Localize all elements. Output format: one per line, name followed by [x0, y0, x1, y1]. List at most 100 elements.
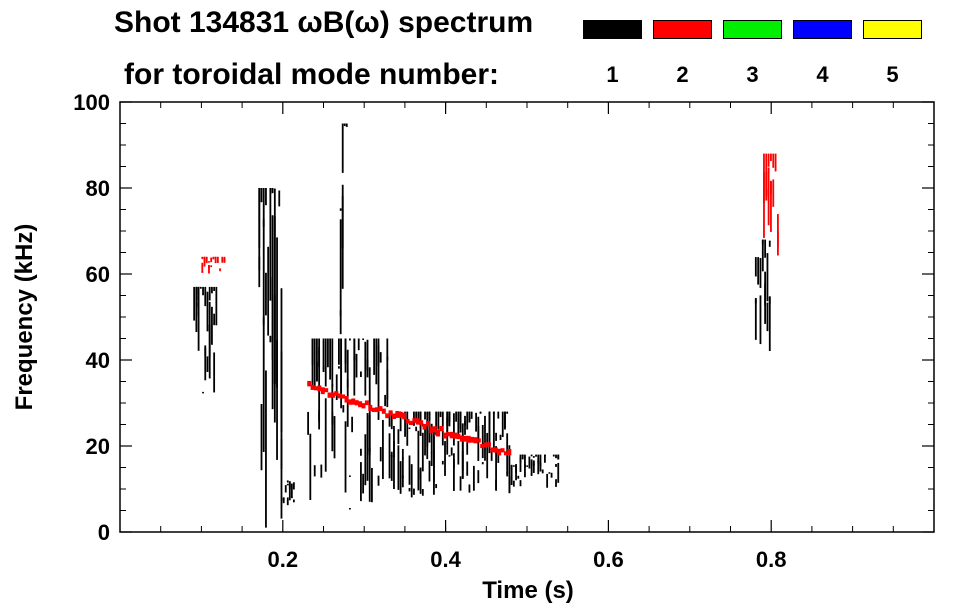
spectral-cell: [548, 472, 551, 474]
spectral-cell: [368, 414, 371, 502]
spectral-cell: [544, 454, 546, 463]
spectral-cell: [421, 432, 424, 472]
spectral-cell: [555, 479, 557, 487]
spectral-cell: [446, 432, 451, 437]
spectral-cell: [322, 367, 325, 369]
spectral-cell: [269, 188, 272, 301]
spectral-cell: [390, 411, 393, 430]
spectral-cell: [415, 418, 420, 425]
spectral-cell: [426, 429, 429, 460]
spectral-cell: [442, 432, 447, 439]
spectral-cell: [339, 208, 342, 211]
spectral-cell: [339, 219, 342, 335]
spectral-cell: [371, 467, 373, 503]
spectral-cell: [337, 393, 342, 399]
spectral-cell: [292, 499, 295, 503]
spectral-cell: [366, 413, 369, 481]
spectral-cell: [764, 283, 767, 306]
spectral-cell: [357, 338, 360, 351]
spectral-cell: [260, 188, 263, 203]
spectral-cell: [351, 416, 354, 433]
spectral-cell: [530, 473, 533, 476]
spectral-cell: [384, 394, 387, 407]
spectral-cell: [519, 457, 522, 472]
spectral-cell: [449, 431, 454, 439]
spectral-cell: [426, 412, 429, 447]
spectral-cell: [419, 467, 422, 494]
spectral-cell: [432, 426, 437, 433]
spectral-cell: [331, 411, 334, 452]
spectral-cell: [448, 455, 451, 457]
spectral-cell: [342, 405, 345, 413]
spectral-cell: [284, 485, 287, 493]
spectral-feature-mode-1: [510, 454, 560, 488]
spectral-cell: [524, 454, 526, 458]
spectral-cell: [206, 356, 209, 372]
spectral-cell: [406, 411, 409, 446]
spectral-cell: [210, 257, 213, 260]
spectral-cell: [477, 470, 480, 484]
spectral-cell: [759, 258, 762, 288]
spectral-cell: [415, 411, 418, 423]
spectral-cell: [508, 445, 511, 494]
spectral-cell: [324, 338, 327, 387]
spectral-cell: [455, 411, 458, 422]
spectral-cell: [208, 301, 211, 358]
spectral-cell: [472, 465, 475, 491]
spectral-cell: [202, 286, 204, 296]
spectral-cell: [329, 338, 332, 380]
spectral-cell: [410, 464, 413, 498]
spectral-cell: [288, 481, 291, 486]
spectral-cell: [526, 465, 529, 467]
spectral-cell: [364, 434, 367, 486]
spectral-cell: [331, 338, 334, 387]
spectral-cell: [215, 286, 218, 326]
spectral-cell: [539, 463, 542, 472]
spectral-cell: [515, 464, 517, 481]
spectral-cell: [463, 435, 468, 442]
spectral-cell: [262, 317, 265, 452]
spectral-cell: [290, 493, 293, 498]
spectral-cell: [393, 425, 395, 458]
spectral-cell: [341, 123, 344, 173]
spectral-cell: [486, 432, 489, 479]
spectral-cell: [435, 484, 438, 489]
spectral-cell: [354, 400, 359, 406]
spectral-feature-mode-1: [282, 480, 295, 506]
spectral-cell: [267, 246, 270, 336]
spectral-cell: [339, 309, 342, 316]
spectral-cell: [262, 219, 265, 227]
spectral-cell: [765, 171, 768, 196]
spectral-cell: [260, 404, 263, 471]
spectral-feature-mode-1: [388, 411, 511, 498]
spectral-cell: [512, 480, 515, 487]
spectral-cell: [424, 411, 426, 420]
spectral-cell: [424, 424, 426, 456]
spectral-cell: [318, 338, 321, 367]
spectral-cell: [401, 448, 404, 488]
spectral-cell: [477, 426, 480, 438]
spectral-cell: [349, 338, 351, 341]
spectral-cell: [532, 456, 535, 458]
spectral-cell: [265, 272, 267, 316]
spectral-cell: [340, 338, 343, 409]
spectral-cell: [265, 188, 267, 206]
spectral-cell: [205, 256, 208, 264]
spectral-cell: [385, 413, 390, 419]
spectral-feature-mode-2: [763, 153, 779, 256]
spectral-cell: [377, 345, 380, 367]
spectral-cell: [353, 338, 356, 396]
spectral-cell: [557, 454, 560, 460]
spectral-cell: [208, 265, 210, 274]
spectral-cell: [368, 367, 371, 456]
spectral-cell: [316, 338, 318, 353]
spectral-cell: [395, 410, 400, 418]
spectral-cell: [517, 475, 520, 479]
plot-frame: [119, 101, 935, 533]
spectral-cell: [466, 461, 469, 476]
spectral-cell: [503, 451, 508, 456]
spectral-cell: [386, 338, 389, 400]
spectral-cell: [324, 398, 327, 472]
spectral-cell: [461, 423, 464, 471]
spectral-cell: [362, 338, 365, 340]
